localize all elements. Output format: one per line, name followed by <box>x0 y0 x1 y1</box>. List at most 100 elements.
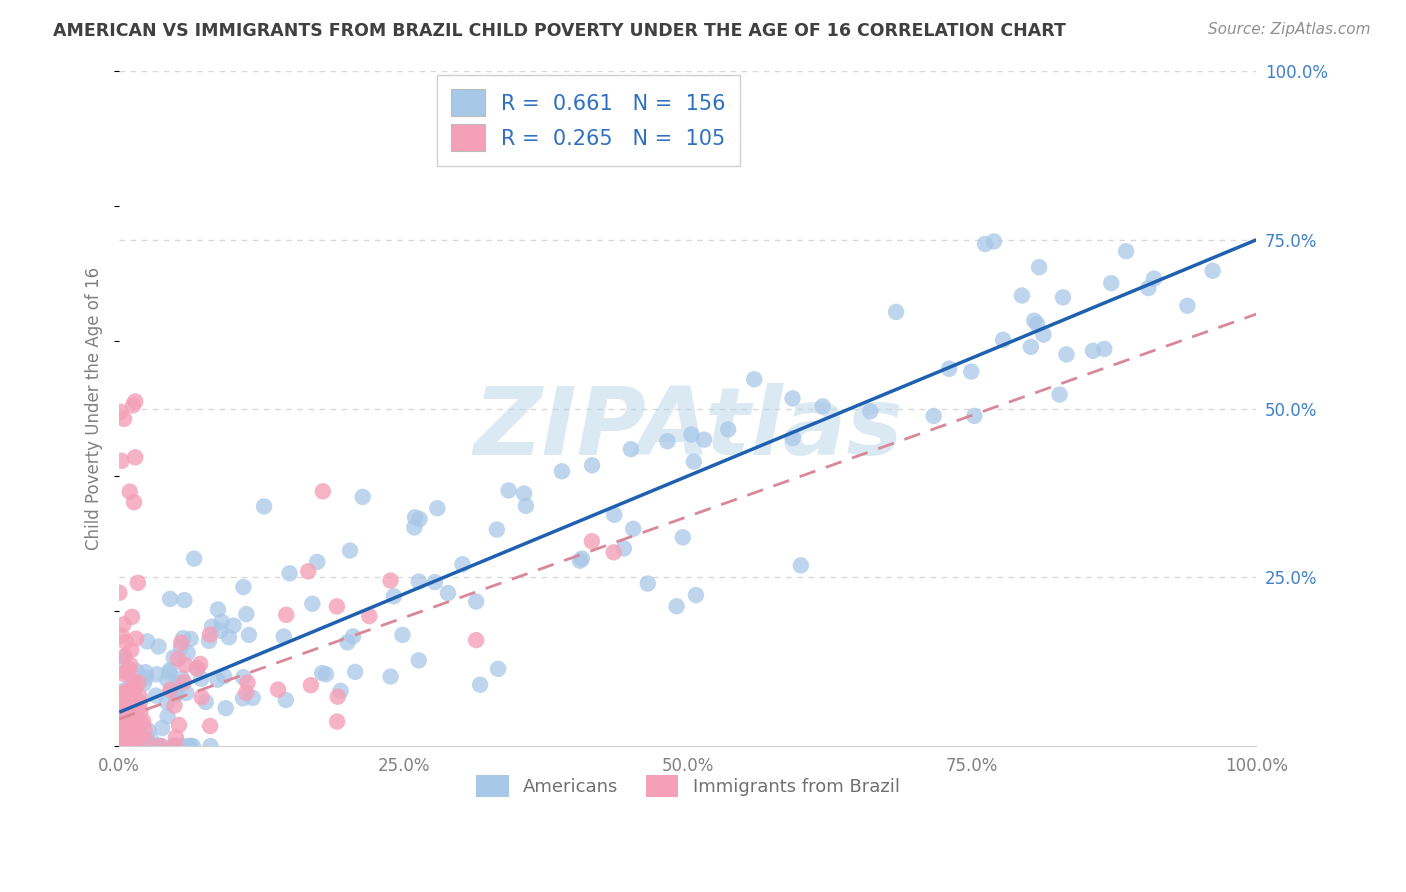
Point <box>129 705 152 719</box>
Point <box>603 508 626 522</box>
Point <box>1019 340 1042 354</box>
Point <box>122 715 145 730</box>
Point <box>163 739 186 753</box>
Point <box>129 695 152 709</box>
Point <box>311 666 333 681</box>
Point <box>198 628 221 642</box>
Point <box>174 686 197 700</box>
Point <box>960 365 983 379</box>
Point <box>326 599 349 614</box>
Point <box>1177 299 1199 313</box>
Point <box>121 695 143 709</box>
Point <box>112 412 135 426</box>
Point <box>274 693 297 707</box>
Point <box>190 672 212 686</box>
Point <box>717 422 740 436</box>
Point <box>165 688 187 702</box>
Point <box>408 512 430 526</box>
Point <box>149 739 172 753</box>
Point <box>235 686 257 700</box>
Point <box>120 714 142 728</box>
Point <box>159 682 181 697</box>
Point <box>1032 327 1054 342</box>
Point <box>118 723 141 738</box>
Point <box>145 689 167 703</box>
Point <box>125 665 148 679</box>
Point <box>685 588 707 602</box>
Point <box>232 580 254 594</box>
Point <box>423 575 446 590</box>
Point <box>1024 314 1046 328</box>
Point <box>884 305 907 319</box>
Point <box>207 602 229 616</box>
Point <box>112 666 135 681</box>
Point <box>122 688 145 702</box>
Point <box>339 543 361 558</box>
Point <box>1115 244 1137 259</box>
Point <box>138 723 160 738</box>
Point <box>108 716 131 731</box>
Point <box>120 712 142 726</box>
Point <box>125 739 148 753</box>
Point <box>115 739 138 753</box>
Point <box>1137 281 1160 295</box>
Point <box>114 687 136 701</box>
Point <box>136 734 159 748</box>
Point <box>315 667 337 681</box>
Point <box>138 739 160 753</box>
Point <box>166 739 188 753</box>
Point <box>139 732 162 747</box>
Point <box>329 684 352 698</box>
Point <box>278 566 301 581</box>
Point <box>120 643 142 657</box>
Point <box>451 558 474 572</box>
Point <box>1099 276 1122 290</box>
Point <box>128 730 150 744</box>
Point <box>124 450 146 465</box>
Text: ZIPAtlas: ZIPAtlas <box>472 383 903 475</box>
Point <box>465 633 488 648</box>
Point <box>404 520 426 534</box>
Point <box>114 649 136 664</box>
Point <box>498 483 520 498</box>
Point <box>108 586 131 600</box>
Point <box>129 716 152 731</box>
Point <box>1011 288 1033 302</box>
Point <box>120 687 142 701</box>
Point <box>117 706 139 721</box>
Point <box>183 551 205 566</box>
Point <box>174 657 197 672</box>
Point <box>190 690 212 705</box>
Point <box>170 636 193 650</box>
Point <box>156 709 179 723</box>
Point <box>486 662 509 676</box>
Point <box>301 597 323 611</box>
Point <box>253 500 276 514</box>
Point <box>198 633 221 648</box>
Point <box>121 610 143 624</box>
Point <box>122 739 145 753</box>
Point <box>166 687 188 701</box>
Point <box>118 663 141 677</box>
Point <box>110 405 132 419</box>
Point <box>134 723 156 737</box>
Point <box>352 490 374 504</box>
Point <box>118 681 141 695</box>
Point <box>782 431 804 445</box>
Point <box>613 541 636 556</box>
Point <box>307 555 329 569</box>
Point <box>160 684 183 698</box>
Point <box>157 665 180 680</box>
Point <box>186 661 208 675</box>
Point <box>181 739 204 753</box>
Point <box>114 739 136 753</box>
Point <box>380 574 402 588</box>
Point <box>163 698 186 713</box>
Point <box>120 658 142 673</box>
Point <box>117 723 139 737</box>
Point <box>1052 290 1074 304</box>
Point <box>125 632 148 646</box>
Point <box>571 551 593 566</box>
Point <box>111 707 134 722</box>
Point <box>122 495 145 509</box>
